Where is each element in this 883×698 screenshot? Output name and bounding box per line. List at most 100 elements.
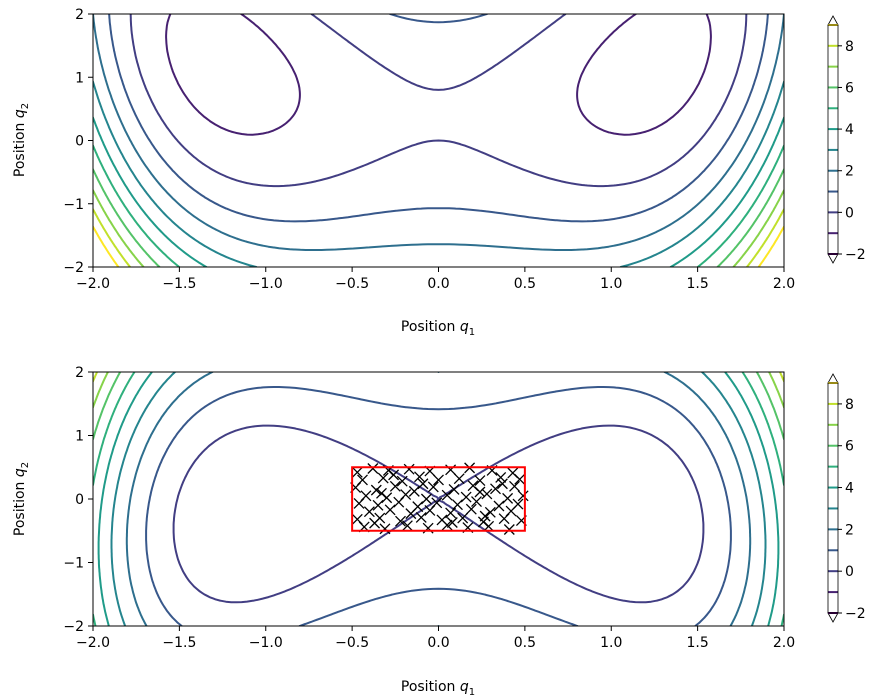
sample-marker (388, 469, 400, 481)
colorbar-bottom: 8 6 4 2 0 −2 (827, 373, 866, 623)
x-tick-label: 0.5 (514, 635, 536, 651)
y-tick-label: 0 (75, 492, 84, 508)
colorbar-body (828, 383, 838, 613)
sample-marker (514, 473, 526, 485)
sample-marker (498, 513, 510, 525)
sample-marker (376, 487, 387, 499)
contour-line (108, 14, 769, 223)
y-tick-label: −2 (63, 619, 84, 635)
colorbar-tick-label: 2 (845, 164, 854, 180)
contour-line (93, 116, 784, 267)
sample-marker (493, 500, 505, 512)
sample-marker (452, 499, 463, 511)
sample-marker (389, 480, 401, 492)
colorbar-tick-label: −2 (845, 606, 866, 622)
sample-marker (481, 488, 493, 500)
sample-marker (395, 515, 406, 527)
axes-frame-top (92, 13, 785, 268)
sample-marker (483, 520, 495, 532)
x-axis-label-bottom: Position q1 (401, 679, 475, 698)
x-tick-label: −0.5 (335, 276, 369, 292)
contour-line (93, 144, 784, 267)
sample-marker (457, 512, 469, 524)
x-tick-label: −1.5 (162, 276, 196, 292)
y-axis-label-bottom: Position q2 (12, 462, 31, 536)
colorbar-tick-label: 0 (845, 205, 854, 221)
sample-marker (377, 472, 389, 484)
x-tick-label: 2.0 (773, 276, 795, 292)
y-axis-ticks-bottom: 2 1 0 −1 −2 (63, 365, 93, 635)
sample-marker (427, 481, 439, 493)
sample-marker (363, 506, 375, 518)
sample-marker (445, 507, 457, 519)
sample-marker (408, 485, 420, 497)
colorbar-extend-min (827, 253, 839, 264)
sample-marker (496, 478, 508, 490)
sample-marker (414, 471, 425, 483)
colorbar-extend-max (827, 15, 839, 26)
x-tick-label: −1.0 (249, 635, 283, 651)
x-tick-label: −2.0 (76, 635, 110, 651)
x-tick-label: 1.0 (600, 635, 622, 651)
contour-line (93, 372, 784, 409)
x-axis-label-top: Position q1 (401, 319, 475, 338)
sample-marker (372, 499, 384, 511)
x-tick-label: 1.0 (600, 276, 622, 292)
sample-marker (401, 520, 413, 532)
sample-marker (417, 478, 429, 490)
sample-marker (370, 484, 382, 496)
contour-lines-top (93, 14, 784, 267)
sample-marker (396, 475, 408, 487)
x-tick-label: 1.5 (686, 276, 708, 292)
contour-line (172, 424, 705, 604)
sampling-box (351, 466, 526, 532)
axes-frame-bottom (92, 371, 785, 627)
x-tick-label: −0.5 (335, 635, 369, 651)
contour-line (97, 372, 780, 626)
contour-line (145, 386, 732, 626)
sample-marker (369, 517, 381, 529)
sample-marker (474, 475, 486, 487)
sample-marker (502, 492, 514, 504)
x-tick-label: −1.0 (249, 276, 283, 292)
sample-marker (367, 463, 379, 474)
contour-line (165, 14, 712, 136)
colorbar-extend-max (827, 373, 839, 384)
y-tick-label: −1 (63, 556, 84, 572)
y-tick-label: 0 (75, 134, 84, 150)
x-tick-label: 0.0 (427, 635, 449, 651)
y-axis-label-top: Position q2 (12, 103, 31, 177)
colorbar-tick-label: 4 (845, 122, 854, 138)
sample-marker (353, 497, 365, 509)
contour-line (93, 225, 784, 267)
sample-marker (424, 504, 436, 516)
contour-plot-bottom: −2.0 −1.5 −1.0 −0.5 0.0 0.5 1.0 1.5 2.0 210−1−2 … (12, 365, 795, 698)
sample-marker (484, 506, 496, 518)
colorbar-tick-label: 8 (845, 39, 854, 55)
sample-marker (403, 463, 415, 475)
sample-marker (460, 491, 472, 503)
sample-marker (490, 483, 501, 495)
sample-marker (471, 496, 482, 507)
colorbar-tick-label: 4 (845, 481, 854, 497)
contour-line (125, 372, 752, 626)
colorbar-tick-label: 0 (845, 564, 854, 580)
colorbar-top: 8 6 4 2 0 −2 (827, 15, 866, 264)
sample-marker (379, 523, 391, 535)
colorbar-tick-label: 8 (845, 397, 854, 413)
sample-marker (495, 471, 507, 483)
colorbar-frame (827, 24, 839, 255)
y-axis-ticks-top: 2 1 0 −1 −2 (63, 7, 93, 276)
sample-marker (405, 508, 417, 520)
x-tick-label: 0.0 (427, 276, 449, 292)
colorbar-tick-label: 6 (845, 80, 854, 96)
sample-marker (384, 504, 396, 516)
x-tick-label: 1.5 (686, 635, 708, 651)
sample-marker (479, 510, 491, 522)
x-axis-ticks-bottom: −2.0 −1.5 −1.0 −0.5 0.0 0.5 1.0 1.5 2.0 (76, 626, 795, 651)
sample-marker (441, 519, 453, 531)
y-tick-label: −1 (63, 197, 84, 213)
contour-line (110, 372, 767, 626)
sample-marker (509, 480, 520, 492)
